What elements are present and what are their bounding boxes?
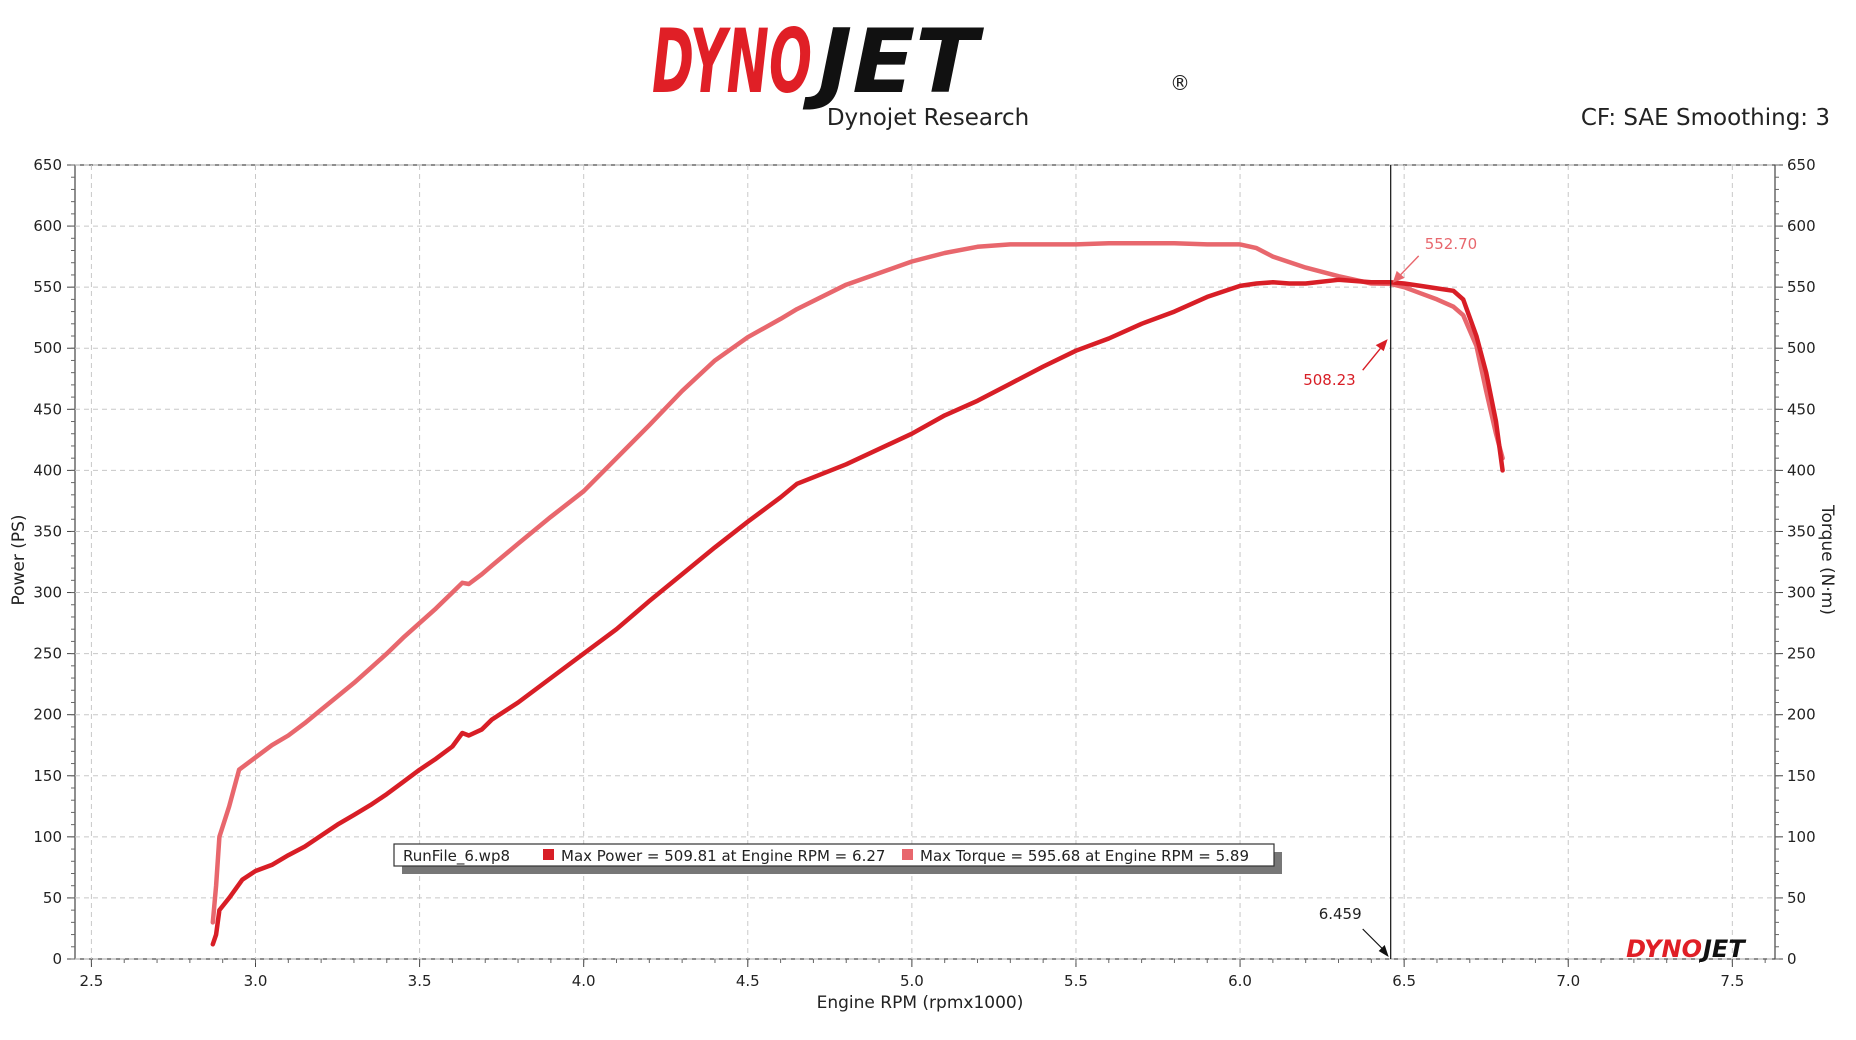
chart-subtitle: Dynojet Research bbox=[827, 105, 1029, 131]
legend-torque-swatch bbox=[902, 849, 913, 860]
legend-torque-entry: Max Torque = 595.68 at Engine RPM = 5.89 bbox=[920, 847, 1249, 865]
settings-label: CF: SAE Smoothing: 3 bbox=[1581, 105, 1830, 131]
y-tick-label: 400 bbox=[33, 461, 62, 479]
y2-tick-label: 550 bbox=[1787, 278, 1816, 296]
x-tick-label: 6.0 bbox=[1228, 972, 1252, 990]
logo-red-text: DYNO bbox=[652, 10, 812, 113]
watermark-black-text: JET bbox=[1699, 935, 1746, 963]
legend: RunFile_6.wp8 Max Power = 509.81 at Engi… bbox=[393, 843, 1282, 874]
torque-annotation-arrowhead bbox=[1392, 270, 1405, 283]
y-tick-label: 600 bbox=[33, 217, 62, 235]
y2-tick-label: 0 bbox=[1787, 950, 1797, 968]
legend-power-entry: Max Power = 509.81 at Engine RPM = 6.27 bbox=[561, 847, 885, 865]
x-tick-label: 5.0 bbox=[900, 972, 924, 990]
y-tick-label: 300 bbox=[33, 584, 62, 602]
x-tick-label: 4.5 bbox=[736, 972, 760, 990]
y-tick-label: 200 bbox=[33, 706, 62, 724]
dynojet-logo: DYNO JET ® bbox=[652, 10, 1190, 113]
power-annotation-arrowhead bbox=[1375, 339, 1388, 352]
y2-tick-label: 100 bbox=[1787, 828, 1816, 846]
x-tick-label: 3.0 bbox=[244, 972, 268, 990]
registered-mark: ® bbox=[1170, 71, 1190, 95]
y2-tick-label: 650 bbox=[1787, 156, 1816, 174]
y2-axis-title: Torque (N·m) bbox=[1817, 504, 1837, 615]
y-tick-label: 500 bbox=[33, 339, 62, 357]
y2-tick-label: 450 bbox=[1787, 400, 1816, 418]
overlay: 6.459 552.70 508.23 bbox=[1303, 165, 1477, 959]
y2-tick-label: 500 bbox=[1787, 339, 1816, 357]
y-tick-label: 450 bbox=[33, 400, 62, 418]
dynojet-watermark: DYNO JET bbox=[1626, 935, 1746, 963]
grid bbox=[75, 164, 1775, 960]
x-axis-title: Engine RPM (rpmx1000) bbox=[817, 993, 1024, 1013]
y-tick-label: 100 bbox=[33, 828, 62, 846]
plot-frame bbox=[74, 164, 1776, 960]
y2-tick-label: 300 bbox=[1787, 584, 1816, 602]
y-tick-label: 50 bbox=[43, 889, 62, 907]
power-series-line bbox=[210, 277, 1505, 947]
series-group bbox=[210, 240, 1505, 947]
y-tick-label: 350 bbox=[33, 522, 62, 540]
x-tick-label: 7.0 bbox=[1556, 972, 1580, 990]
x-tick-label: 6.5 bbox=[1392, 972, 1416, 990]
y2-tick-label: 50 bbox=[1787, 889, 1806, 907]
x-tick-label: 4.0 bbox=[572, 972, 596, 990]
legend-file: RunFile_6.wp8 bbox=[403, 847, 510, 866]
y-tick-label: 150 bbox=[33, 767, 62, 785]
axes: 0 0 50 50 100 100 150 150 200 200 250 250 300 300 350 3… bbox=[33, 156, 1815, 990]
torque-annotation-label: 552.70 bbox=[1425, 235, 1478, 253]
x-tick-label: 7.5 bbox=[1720, 972, 1744, 990]
y-tick-label: 650 bbox=[33, 156, 62, 174]
y2-tick-label: 150 bbox=[1787, 767, 1816, 785]
y2-tick-label: 200 bbox=[1787, 706, 1816, 724]
x-tick-label: 2.5 bbox=[79, 972, 103, 990]
legend-power-swatch bbox=[543, 849, 554, 860]
y2-tick-label: 600 bbox=[1787, 217, 1816, 235]
x-tick-label: 3.5 bbox=[408, 972, 432, 990]
power-annotation-label: 508.23 bbox=[1303, 371, 1356, 389]
y2-tick-label: 250 bbox=[1787, 645, 1816, 663]
y2-tick-label: 400 bbox=[1787, 461, 1816, 479]
y-tick-label: 0 bbox=[52, 950, 62, 968]
y-tick-label: 550 bbox=[33, 278, 62, 296]
legend-box bbox=[393, 843, 1275, 867]
watermark-red-text: DYNO bbox=[1626, 935, 1702, 963]
y2-tick-label: 350 bbox=[1787, 522, 1816, 540]
x-tick-label: 5.5 bbox=[1064, 972, 1088, 990]
y-axis-title: Power (PS) bbox=[9, 514, 29, 605]
y-tick-label: 250 bbox=[33, 645, 62, 663]
cursor-pointer-arrowhead bbox=[1378, 945, 1389, 957]
cursor-value-label: 6.459 bbox=[1319, 905, 1362, 923]
logo-black-text: JET bbox=[802, 10, 984, 113]
